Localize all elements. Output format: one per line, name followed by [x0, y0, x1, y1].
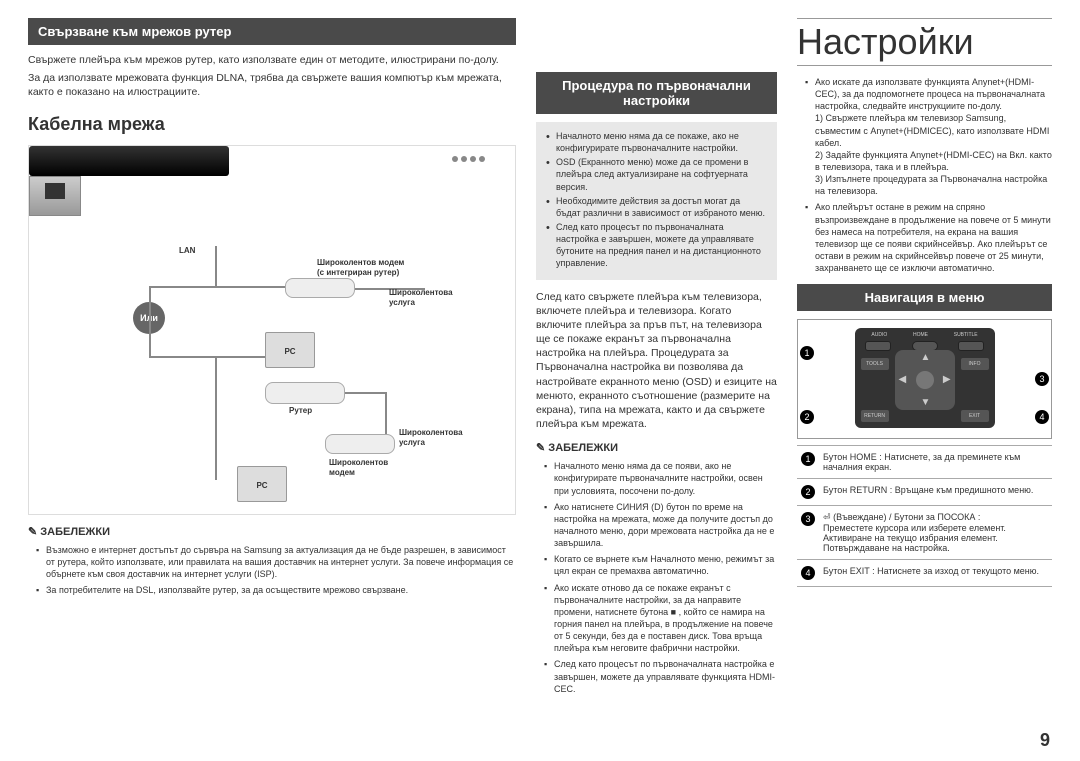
legend-num-2: 2	[801, 485, 815, 499]
audio-button[interactable]	[865, 341, 891, 351]
left-intro-2: За да използвате мрежовата функция DLNA,…	[28, 71, 516, 99]
return-button[interactable]: RETURN	[861, 410, 889, 422]
lan-label: LAN	[179, 246, 195, 255]
up-arrow-icon[interactable]: ▲	[921, 352, 931, 363]
down-arrow-icon[interactable]: ▼	[921, 397, 931, 408]
mid-note-5: След като процесът по първоначалната нас…	[544, 658, 777, 694]
subtitle-button[interactable]	[958, 341, 984, 351]
mid-grey-3: Необходимите действия за достъп могат да…	[546, 195, 767, 219]
remote-home-label: HOME	[913, 332, 928, 338]
router-box	[265, 382, 345, 404]
legend-text-2: Бутон RETURN : Връщане към предишното ме…	[819, 479, 1052, 506]
enter-button[interactable]	[916, 371, 934, 389]
remote-subtitle-label: SUBTITLE	[954, 332, 978, 338]
page-title: Настройки	[797, 18, 1052, 66]
mid-note-2: Ако натиснете СИНИЯ (D) бутон по време н…	[544, 501, 777, 550]
legend-num-3: 3	[801, 512, 815, 526]
router-label: Рутер	[289, 406, 312, 415]
callout-4: 4	[1035, 410, 1049, 424]
mid-notes-list: Началното меню няма да се появи, ако не …	[536, 460, 777, 695]
legend-text-4: Бутон EXIT : Натиснете за изход от текущ…	[819, 560, 1052, 587]
left-section-header: Свързване към мрежов рутер	[28, 18, 516, 45]
service-label-1b: Широколентова	[399, 428, 463, 437]
legend-text-1: Бутон HOME : Натиснете, за да преминете …	[819, 446, 1052, 479]
mid-notes-label: ЗАБЕЛЕЖКИ	[536, 441, 777, 454]
dpad[interactable]: ▲ ▼ ◀ ▶	[895, 350, 955, 410]
pc-1: PC	[265, 332, 315, 368]
callout-2: 2	[800, 410, 814, 424]
legend-table: 1 Бутон HOME : Натиснете, за да преминет…	[797, 445, 1052, 587]
left-notes-label: ЗАБЕЛЕЖКИ	[28, 525, 516, 538]
modem1-label-2: (с интегриран рутер)	[317, 268, 399, 277]
remote-body: AUDIO HOME SUBTITLE TOOLS INFO ▲ ▼ ◀ ▶	[855, 328, 995, 428]
legend-row-4: 4 Бутон EXIT : Натиснете за изход от тек…	[797, 560, 1052, 587]
mid-grey-4: След като процесът по първоначалната нас…	[546, 221, 767, 270]
player-device	[29, 146, 229, 176]
mid-grey-2: OSD (Екранното меню) може да се промени …	[546, 156, 767, 192]
right-top-note-1: Ако искате да използвате функцията Anyne…	[805, 76, 1052, 197]
mid-note-1: Началното меню няма да се появи, ако не …	[544, 460, 777, 496]
legend-row-3: 3 ⏎ (Въвеждане) / Бутони за ПОСОКА : Пре…	[797, 506, 1052, 560]
mid-note-4: Ако искате отново да се покаже екранът с…	[544, 582, 777, 655]
nav-header: Навигация в меню	[797, 284, 1052, 311]
legend-num-4: 4	[801, 566, 815, 580]
left-intro-1: Свържете плейъра към мрежов рутер, като …	[28, 53, 516, 67]
left-subtitle: Кабелна мрежа	[28, 114, 516, 135]
right-top-notes: Ако искате да използвате функцията Anyne…	[797, 76, 1052, 274]
modem2-label-2: модем	[329, 468, 355, 477]
exit-button[interactable]: EXIT	[961, 410, 989, 422]
tools-button[interactable]: TOOLS	[861, 358, 889, 370]
lan-port	[29, 176, 81, 216]
left-notes-list: Възможно е интернет достъпът до сървъра …	[28, 544, 516, 597]
modem-integrated	[285, 278, 355, 298]
remote-figure: 1 2 3 4 AUDIO HOME SUBTITLE TOOLS INFO ▲	[797, 319, 1052, 439]
service-label-2a: услуга	[389, 298, 415, 307]
left-note-2: За потребителите на DSL, използвайте рут…	[36, 584, 516, 596]
legend-row-1: 1 Бутон HOME : Натиснете, за да преминет…	[797, 446, 1052, 479]
legend-text-3: ⏎ (Въвеждане) / Бутони за ПОСОКА : Преме…	[819, 506, 1052, 560]
callout-1: 1	[800, 346, 814, 360]
service-label-1a: Широколентова	[389, 288, 453, 297]
modem-2	[325, 434, 395, 454]
left-note-1: Възможно е интернет достъпът до сървъра …	[36, 544, 516, 580]
mid-section-header: Процедура по първоначални настройки	[536, 72, 777, 114]
network-diagram: LAN Широколентов модем (с интегриран рут…	[28, 145, 516, 515]
remote-audio-label: AUDIO	[871, 332, 887, 338]
right-top-note-2: Ако плейърът остане в режим на спряно въ…	[805, 201, 1052, 274]
pc-2: PC	[237, 466, 287, 502]
service-label-2b: услуга	[399, 438, 425, 447]
mid-paragraph: След като свържете плейъра към телевизор…	[536, 290, 777, 432]
left-arrow-icon[interactable]: ◀	[899, 374, 907, 385]
page-number: 9	[1040, 730, 1050, 751]
mid-grey-box: Началното меню няма да се покаже, ако не…	[536, 122, 777, 280]
legend-row-2: 2 Бутон RETURN : Връщане към предишното …	[797, 479, 1052, 506]
mid-note-3: Когато се върнете към Началното меню, ре…	[544, 553, 777, 577]
info-button[interactable]: INFO	[961, 358, 989, 370]
modem2-label-1: Широколентов	[329, 458, 388, 467]
mid-grey-1: Началното меню няма да се покаже, ако не…	[546, 130, 767, 154]
callout-3: 3	[1035, 372, 1049, 386]
legend-num-1: 1	[801, 452, 815, 466]
right-arrow-icon[interactable]: ▶	[943, 374, 951, 385]
modem1-label-1: Широколентов модем	[317, 258, 404, 267]
